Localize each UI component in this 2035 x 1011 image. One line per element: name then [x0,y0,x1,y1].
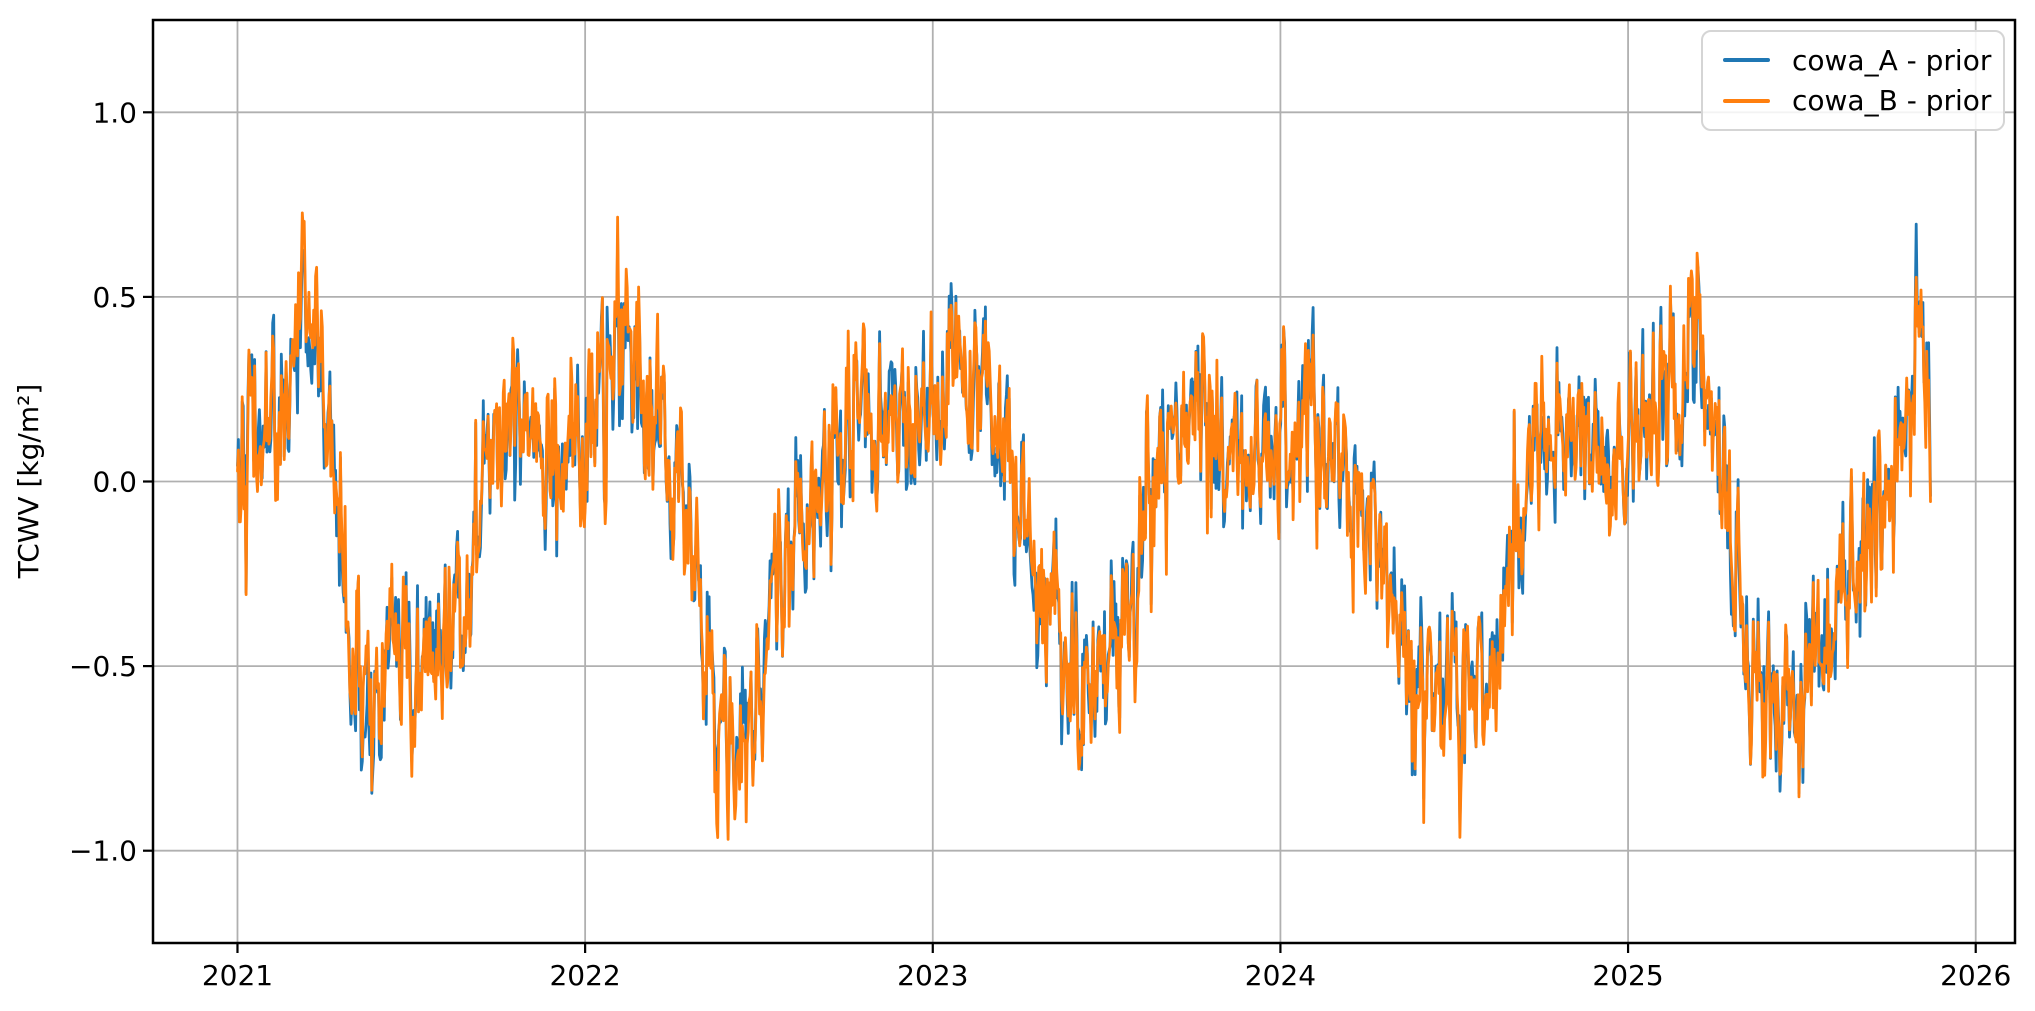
legend: cowa_A - prior cowa_B - prior [1701,30,2005,131]
series-layer [236,211,1932,841]
legend-item-cowa-b-prior: cowa_B - prior [1723,84,1991,117]
y-tick-label-1.0: 1.0 [92,96,137,129]
legend-line-swatch-cowa-b [1723,98,1770,104]
y-tick-label-0.0: 0.0 [92,466,137,499]
y-tick-label-−0.5: −0.5 [69,650,137,683]
grid-layer [153,20,2015,943]
x-tick-label-2025: 2025 [1592,959,1663,992]
y-tick-label-−1.0: −1.0 [69,835,137,868]
x-tick-label-2024: 2024 [1245,959,1316,992]
legend-label-cowa-b: cowa_B - prior [1792,84,1992,118]
series-line-cowa-b-prior [236,211,1932,841]
legend-label-cowa-a: cowa_A - prior [1792,43,1992,77]
axes-layer: 2021 2022 2023 2024 2025 2026 −1.0 −0.5 0.0 0.5 1.… [69,18,2017,992]
x-tick-label-2021: 2021 [202,959,273,992]
x-tick-label-2026: 2026 [1940,959,2011,992]
x-tick-label-2023: 2023 [897,959,968,992]
y-axis-label: TCWV [kg/m²] [12,384,45,580]
legend-item-cowa-a-prior: cowa_A - prior [1723,44,1991,77]
x-tick-label-2022: 2022 [549,959,620,992]
y-tick-label-0.5: 0.5 [92,281,137,314]
legend-line-swatch-cowa-a [1723,57,1770,63]
